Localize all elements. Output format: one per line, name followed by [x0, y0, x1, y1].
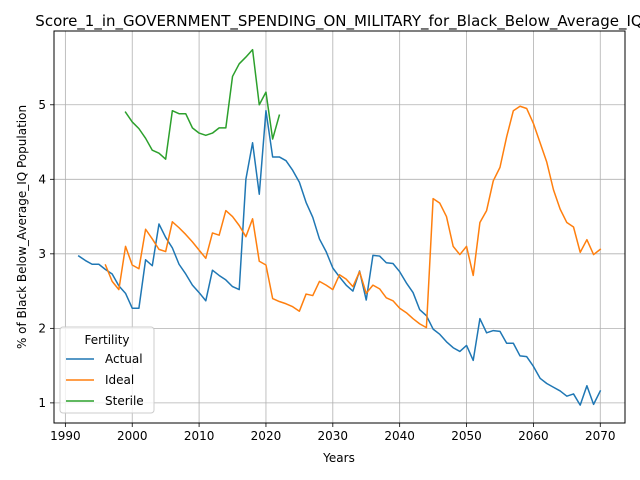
x-tick-label: 2070	[585, 429, 616, 443]
x-tick-label: 1990	[50, 429, 81, 443]
y-tick-label: 1	[38, 396, 46, 410]
y-axis-label: % of Black Below_Average_IQ Population	[15, 105, 29, 349]
y-tick-label: 4	[38, 172, 46, 186]
y-tick-label: 3	[38, 247, 46, 261]
x-tick-label: 2040	[384, 429, 415, 443]
y-tick-label: 5	[38, 98, 46, 112]
x-tick-label: 2010	[184, 429, 215, 443]
legend-label-sterile: Sterile	[105, 394, 144, 408]
legend-title: Fertility	[84, 333, 129, 347]
x-tick-label: 2020	[251, 429, 282, 443]
legend-label-ideal: Ideal	[105, 373, 134, 387]
chart-title: Score_1_in_GOVERNMENT_SPENDING_ON_MILITA…	[35, 12, 640, 31]
legend: Fertility Actual Ideal Sterile	[60, 327, 154, 413]
legend-label-actual: Actual	[105, 352, 143, 366]
x-tick-label: 2030	[318, 429, 349, 443]
x-axis-label: Years	[322, 451, 355, 465]
x-tick-label: 2060	[518, 429, 549, 443]
x-tick-label: 2050	[451, 429, 482, 443]
x-tick-label: 2000	[117, 429, 148, 443]
y-tick-label: 2	[38, 321, 46, 335]
